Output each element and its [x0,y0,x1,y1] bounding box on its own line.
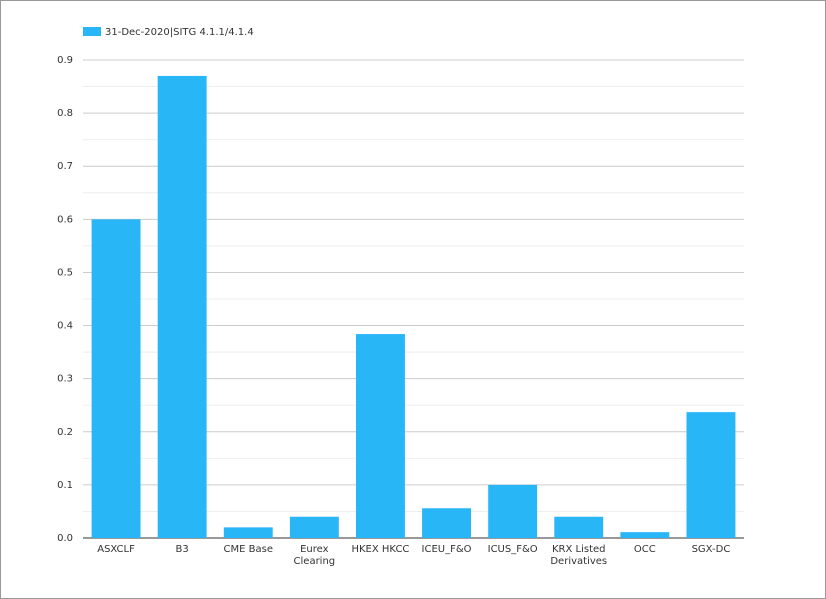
bar [91,219,141,539]
x-tick-label: KRX Listed Derivatives [550,544,607,567]
y-tick-label: 0.1 [57,480,73,491]
y-tick-label: 0.5 [57,267,73,278]
bar [289,516,339,538]
x-tick-label: ICUS_F&O [488,544,538,555]
y-tick-label: 0.4 [57,321,73,332]
x-tick-label: Eurex Clearing [294,544,336,567]
x-tick-label: OCC [634,544,656,555]
bar [686,412,736,538]
bar [157,75,207,538]
bar [554,516,604,538]
bar [620,532,670,538]
x-tick-label: HKEX HKCC [351,544,409,555]
y-tick-label: 0.0 [57,533,73,544]
y-tick-label: 0.2 [57,427,73,438]
bar [355,334,405,538]
bar [223,527,273,538]
y-tick-label: 0.9 [57,55,73,66]
y-tick-label: 0.7 [57,161,73,172]
y-tick-label: 0.3 [57,374,73,385]
legend-label: 31-Dec-2020|SITG 4.1.1/4.1.4 [105,27,254,38]
bar [488,484,538,538]
x-tick-label: ASXCLF [97,544,135,555]
y-tick-label: 0.6 [57,214,73,225]
x-tick-label: ICEU_F&O [422,544,472,555]
y-tick-label: 0.8 [57,108,73,119]
legend-swatch [83,27,101,36]
x-tick-label: B3 [176,544,189,555]
x-tick-label: SGX-DC [692,544,731,555]
bar [422,508,472,538]
x-tick-label: CME Base [224,544,273,555]
